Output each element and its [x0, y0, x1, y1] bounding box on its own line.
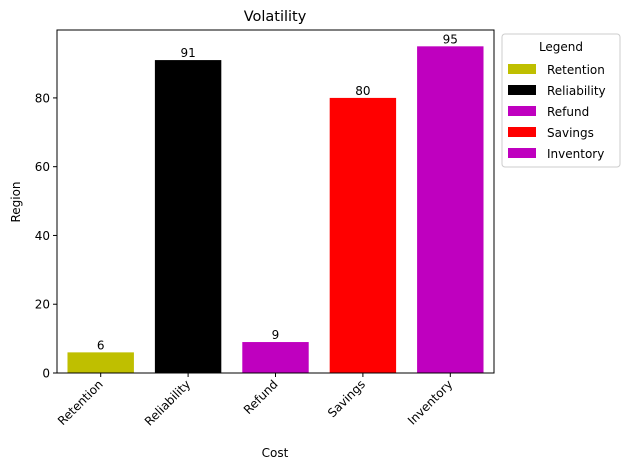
- y-tick-label: 80: [35, 91, 50, 105]
- bar-savings: [329, 97, 397, 373]
- x-tick-label-retention: Retention: [55, 377, 106, 428]
- x-axis-label: Cost: [262, 446, 289, 460]
- chart-title: Volatility: [244, 9, 307, 25]
- legend-label-reliability: Reliability: [547, 84, 606, 98]
- x-tick-label-reliability: Reliability: [142, 377, 193, 428]
- bar-reliability: [154, 60, 222, 374]
- legend-title: Legend: [539, 40, 583, 54]
- legend-swatch-retention: [508, 64, 536, 74]
- data-label-reliability: 91: [180, 46, 195, 60]
- legend-label-refund: Refund: [547, 105, 589, 119]
- plot-area: 6 91 9 80 95 0 20 40 60 80 Retention Reliability Ref…: [35, 29, 495, 429]
- y-tick-label: 0: [42, 367, 50, 381]
- y-tick-label: 60: [35, 160, 50, 174]
- x-tick-label-refund: Refund: [241, 377, 281, 417]
- data-label-retention: 6: [97, 338, 105, 352]
- bar-retention: [67, 352, 134, 373]
- data-label-savings: 80: [355, 84, 370, 98]
- axes-frame: [56, 29, 495, 374]
- legend-swatch-savings: [508, 127, 536, 137]
- legend-swatch-reliability: [508, 85, 536, 95]
- legend-label-retention: Retention: [547, 63, 605, 77]
- y-tick-label: 40: [35, 229, 50, 243]
- data-label-inventory: 95: [443, 32, 458, 46]
- legend: Legend Retention Reliability Refund Savings I…: [501, 33, 621, 168]
- legend-swatch-inventory: [508, 148, 536, 158]
- legend-label-inventory: Inventory: [547, 147, 604, 161]
- data-label-refund: 9: [272, 328, 280, 342]
- y-tick-label: 20: [35, 298, 50, 312]
- x-tick-label-inventory: Inventory: [405, 377, 455, 427]
- legend-swatch-refund: [508, 106, 536, 116]
- legend-label-savings: Savings: [547, 126, 594, 140]
- y-axis-label: Region: [9, 181, 23, 222]
- bar-inventory: [417, 46, 484, 373]
- bar-refund: [242, 342, 309, 373]
- x-tick-label-savings: Savings: [325, 377, 368, 420]
